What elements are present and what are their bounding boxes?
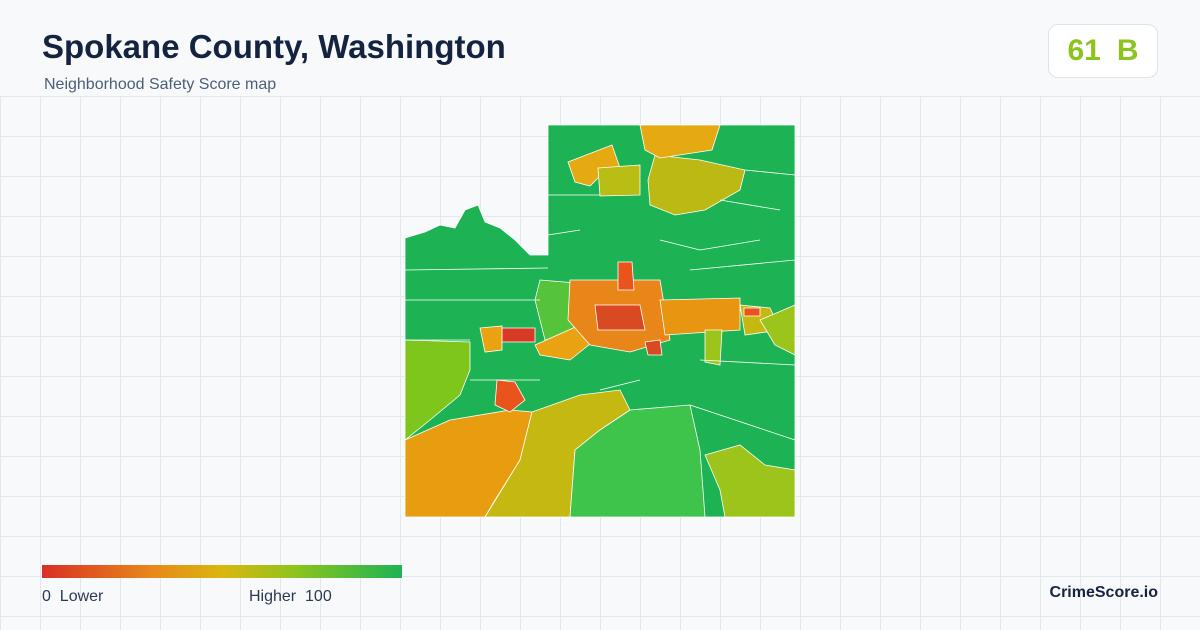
legend-max: Higher 100 xyxy=(249,588,332,606)
legend-max-value: 100 xyxy=(305,588,332,605)
region xyxy=(569,404,706,518)
legend-max-label: Higher xyxy=(249,588,297,605)
region xyxy=(759,304,796,356)
legend-min-value: 0 xyxy=(42,588,51,605)
legend-min: 0 Lower xyxy=(42,588,103,606)
region xyxy=(617,261,635,291)
region xyxy=(494,379,526,413)
region xyxy=(404,339,471,441)
region xyxy=(567,144,621,187)
region xyxy=(594,304,646,331)
score-grade: B xyxy=(1116,34,1139,67)
title: Spokane County, Washington xyxy=(42,28,506,65)
score-badge: 61 B xyxy=(1048,24,1158,78)
subtitle: Neighborhood Safety Score map xyxy=(44,76,277,93)
region xyxy=(639,124,721,159)
region xyxy=(704,444,796,518)
region xyxy=(659,297,741,336)
region xyxy=(479,325,503,353)
region xyxy=(501,327,536,343)
region xyxy=(743,307,761,317)
region xyxy=(644,339,663,356)
region-border xyxy=(404,169,796,441)
brand: CrimeScore.io xyxy=(1049,584,1158,601)
region xyxy=(597,164,641,197)
score-value: 61 xyxy=(1067,34,1101,67)
legend-gradient xyxy=(42,565,402,578)
legend-min-label: Lower xyxy=(59,588,104,605)
region xyxy=(704,329,723,366)
